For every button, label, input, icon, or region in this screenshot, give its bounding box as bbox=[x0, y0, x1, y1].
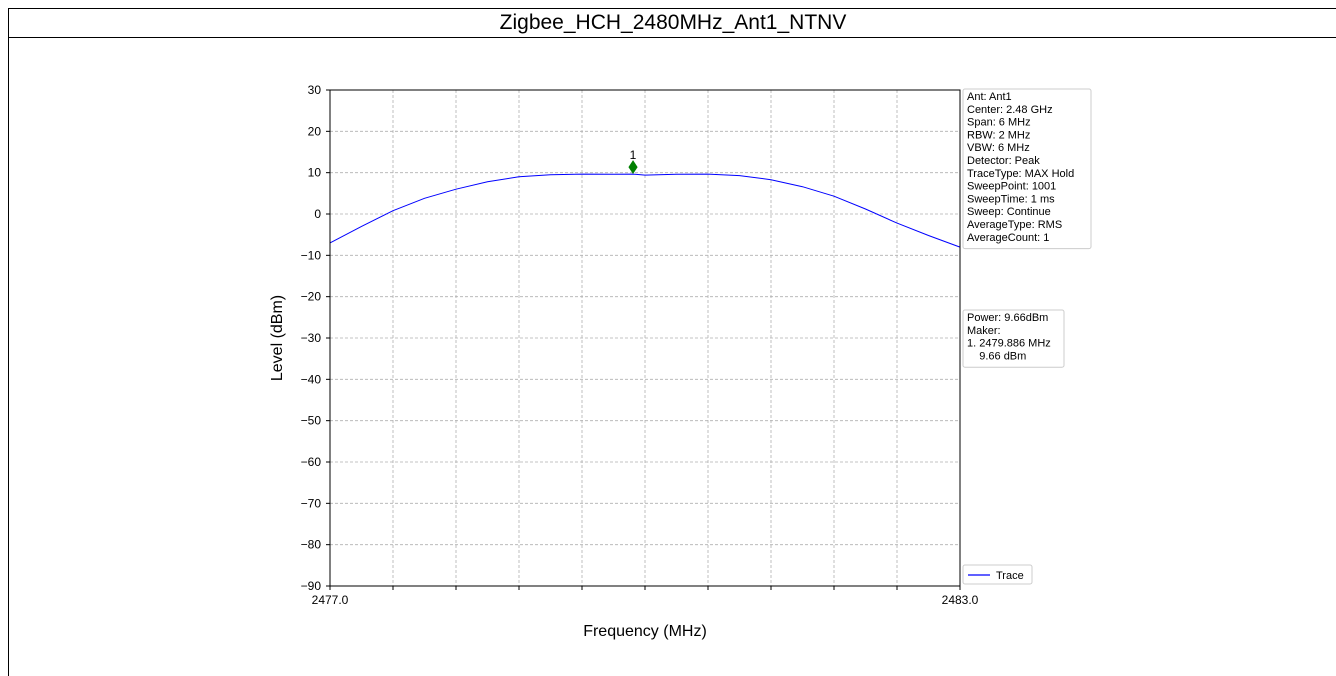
x-tick-label: 2477.0 bbox=[312, 593, 349, 607]
legend-frame bbox=[962, 564, 1033, 585]
info-box-line: Detector: Peak bbox=[967, 155, 1040, 167]
y-tick-label: −80 bbox=[301, 538, 322, 552]
y-tick-label: −60 bbox=[301, 455, 322, 469]
info-box-line: AverageCount: 1 bbox=[967, 232, 1049, 244]
y-tick-label: −10 bbox=[301, 248, 322, 262]
info-box-line: Sweep: Continue bbox=[967, 206, 1051, 218]
x-axis-label: Frequency (MHz) bbox=[583, 623, 707, 640]
legend-label-trace: Trace bbox=[996, 570, 1024, 582]
y-tick-label: 20 bbox=[308, 124, 322, 138]
series-layer bbox=[329, 173, 961, 248]
page-title: Zigbee_HCH_2480MHz_Ant1_NTNV bbox=[9, 9, 1336, 38]
legend: Trace bbox=[962, 564, 1033, 585]
y-tick-label: 0 bbox=[314, 207, 321, 221]
y-tick-label: 10 bbox=[308, 166, 322, 180]
y-tick-label: 30 bbox=[308, 83, 322, 97]
info-box-line: Span: 6 MHz bbox=[967, 117, 1031, 129]
info-box-line: RBW: 2 MHz bbox=[967, 129, 1030, 141]
y-tick-label: −20 bbox=[301, 290, 322, 304]
power-box-line: 9.66 dBm bbox=[967, 350, 1026, 362]
grid-lines bbox=[330, 89, 960, 587]
marker-layer: 1 bbox=[628, 148, 638, 174]
y-tick-label: −50 bbox=[301, 414, 322, 428]
info-box-line: Ant: Ant1 bbox=[967, 91, 1012, 103]
power-box-line: Maker: bbox=[967, 325, 1001, 337]
marker-diamond bbox=[628, 160, 638, 174]
info-box-line: VBW: 6 MHz bbox=[967, 142, 1030, 154]
y-tick-label: −40 bbox=[301, 372, 322, 386]
report-frame: Zigbee_HCH_2480MHz_Ant1_NTNV bbox=[8, 8, 1336, 676]
y-tick-label: −70 bbox=[301, 496, 322, 510]
y-tick-label: −30 bbox=[301, 331, 322, 345]
info-box-line: AverageType: RMS bbox=[967, 219, 1062, 231]
power-box-line: 1. 2479.886 MHz bbox=[967, 338, 1051, 350]
info-box-line: SweepPoint: 1001 bbox=[967, 181, 1056, 193]
info-box-frame bbox=[962, 88, 1092, 250]
series-line-trace bbox=[329, 173, 961, 248]
y-tick-label: −90 bbox=[301, 579, 322, 593]
x-axis-ticks: 2477.0 2483.0 bbox=[312, 586, 979, 607]
marker-label: 1 bbox=[630, 148, 637, 162]
power-box-line: Power: 9.66dBm bbox=[967, 312, 1048, 324]
x-tick-label: 2483.0 bbox=[942, 593, 979, 607]
info-box-line: SweepTime: 1 ms bbox=[967, 193, 1055, 205]
info-box-line: Center: 2.48 GHz bbox=[967, 104, 1053, 116]
power-box-frame bbox=[962, 309, 1065, 368]
y-axis-label: Level (dBm) bbox=[269, 295, 286, 381]
y-axis-ticks: 30 20 10 0 −10 −20 −30 −40 −50 −60 −70 −80 −90 bbox=[301, 83, 330, 593]
info-box-line: TraceType: MAX Hold bbox=[967, 168, 1074, 180]
